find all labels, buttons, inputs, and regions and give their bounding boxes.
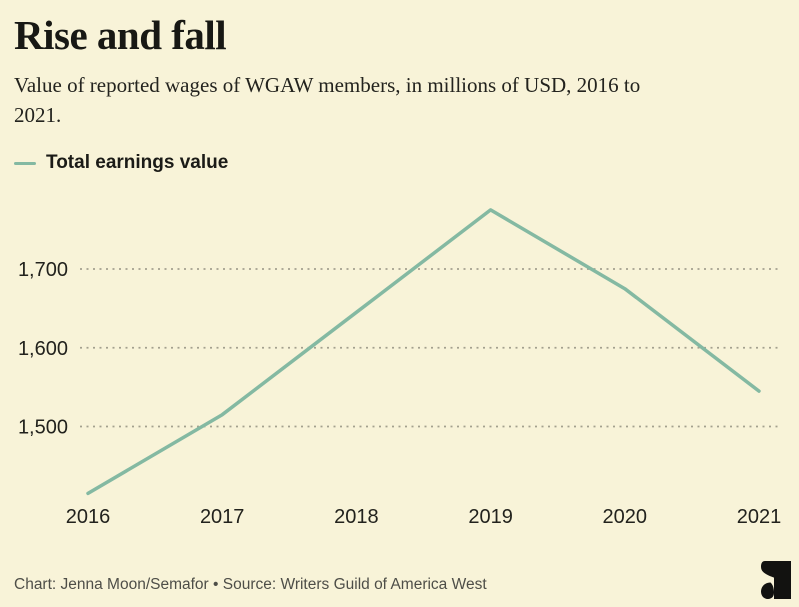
chart-area: 1,500 1,600 1,700 2016 2017 2018 2019 2020 2021 [0,195,799,540]
x-tick-label: 2020 [603,506,648,528]
chart-legend: Total earnings value [14,152,228,174]
chart-subtitle: Value of reported wages of WGAW members,… [14,73,641,128]
semafor-logo [761,561,791,599]
x-tick-label: 2019 [468,506,513,528]
x-tick-label: 2016 [66,506,111,528]
chart-svg: 1,500 1,600 1,700 2016 2017 2018 2019 2020 2021 [18,208,782,528]
y-tick-label: 1,700 [18,259,68,281]
x-tick-label: 2021 [737,506,782,528]
credit-line: Chart: Jenna Moon/Semafor • Source: Writ… [14,576,487,593]
y-tick-label: 1,500 [18,417,68,439]
legend-label: Total earnings value [46,152,229,173]
x-tick-label: 2018 [334,506,379,528]
x-tick-label: 2017 [200,506,245,528]
page-title: Rise and fall [14,12,227,58]
legend-line-swatch [14,161,36,165]
y-tick-label: 1,600 [18,338,68,360]
chart-header: Rise and fall Value of reported wages of… [14,0,784,130]
earnings-line [86,208,761,496]
